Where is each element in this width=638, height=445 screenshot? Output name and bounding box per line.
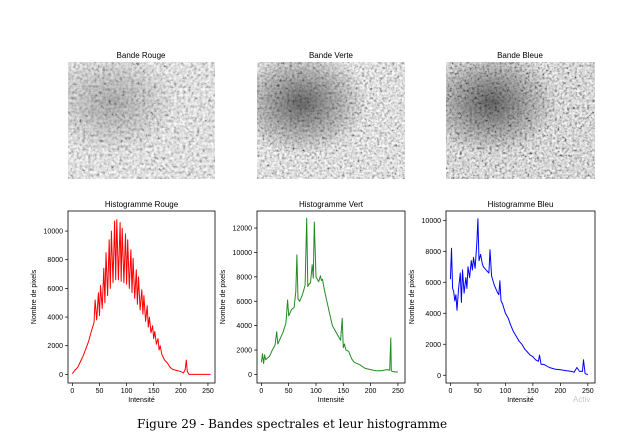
histogram-chart-blue: Histogramme Bleu 0 50 100 150 200 250 0 2000 4000… — [409, 200, 596, 404]
x-tick-label: 0 — [259, 388, 263, 395]
histogram-line-red — [71, 219, 211, 375]
histogram-title-blue: Histogramme Bleu — [488, 200, 554, 209]
x-axis-label: Intensité — [318, 397, 345, 404]
x-axis-label: Intensité — [507, 397, 534, 404]
y-tick-label: 0 — [59, 372, 63, 379]
y-tick-label: 8000 — [425, 249, 441, 256]
x-tick-label: 250 — [202, 388, 214, 395]
y-tick-label: 2000 — [425, 342, 441, 349]
x-tick-label: 150 — [527, 388, 539, 395]
y-tick-label: 10000 — [422, 218, 442, 225]
y-axis-label: Nombre de pixels — [220, 269, 227, 324]
band-shade-blue — [446, 62, 595, 179]
histogram-chart-red: Histogramme Rouge 0 50 100 150 200 250 0 2000 400… — [31, 200, 216, 404]
figure-caption: Figure 29 - Bandes spectrales et leur hi… — [137, 417, 448, 431]
histogram-title-green: Histogramme Vert — [299, 200, 364, 209]
band-title-green: Bande Verte — [309, 51, 354, 60]
y-tick-label: 2000 — [47, 343, 63, 350]
y-tick-label: 12000 — [233, 226, 253, 233]
histogram-line-green — [260, 217, 398, 373]
y-tick-label: 8000 — [47, 257, 63, 264]
x-tick-label: 200 — [175, 388, 187, 395]
band-panel-green: Bande Verte — [257, 51, 405, 179]
y-tick-label: 4000 — [47, 315, 63, 322]
x-tick-label: 250 — [582, 388, 594, 395]
x-tick-label: 100 — [121, 388, 133, 395]
x-tick-label: 100 — [500, 388, 512, 395]
plot-frame-blue — [445, 210, 596, 384]
plot-frame-green — [256, 210, 406, 384]
histogram-chart-green: Histogramme Vert 0 50 100 150 200 250 0 2000 4000… — [220, 200, 406, 404]
x-tick-label: 50 — [96, 388, 104, 395]
histogram-line-blue — [449, 218, 589, 375]
band-shade-red — [68, 62, 215, 179]
x-tick-label: 200 — [555, 388, 567, 395]
y-tick-label: 10000 — [233, 250, 253, 257]
x-tick-label: 150 — [337, 388, 349, 395]
x-tick-label: 100 — [310, 388, 322, 395]
y-tick-label: 0 — [248, 372, 252, 379]
y-tick-label: 10000 — [44, 229, 64, 236]
x-tick-label: 50 — [474, 388, 482, 395]
x-tick-label: 0 — [448, 388, 452, 395]
band-title-blue: Bande Bleue — [497, 51, 543, 60]
x-tick-label: 250 — [392, 388, 404, 395]
x-tick-label: 150 — [148, 388, 160, 395]
y-tick-label: 6000 — [47, 286, 63, 293]
band-title-red: Bande Rouge — [117, 51, 166, 60]
y-axis-label: Nombre de pixels — [31, 269, 38, 324]
y-tick-label: 6000 — [236, 299, 252, 306]
y-tick-label: 4000 — [236, 323, 252, 330]
y-axis-label: Nombre de pixels — [409, 269, 416, 324]
band-panel-red: Bande Rouge — [68, 51, 215, 179]
x-axis-label: Intensité — [128, 397, 155, 404]
plot-frame-red — [67, 210, 216, 384]
x-tick-label: 200 — [365, 388, 377, 395]
y-tick-label: 2000 — [236, 348, 252, 355]
y-tick-label: 6000 — [425, 280, 441, 287]
histogram-title-red: Histogramme Rouge — [105, 200, 179, 209]
x-tick-label: 0 — [70, 388, 74, 395]
band-shade-green — [257, 62, 405, 179]
y-tick-label: 8000 — [236, 274, 252, 281]
band-panel-blue: Bande Bleue — [446, 51, 595, 179]
x-tick-label: 50 — [285, 388, 293, 395]
y-tick-label: 4000 — [425, 311, 441, 318]
watermark-text: Activ — [573, 395, 591, 404]
y-tick-label: 0 — [437, 373, 441, 380]
